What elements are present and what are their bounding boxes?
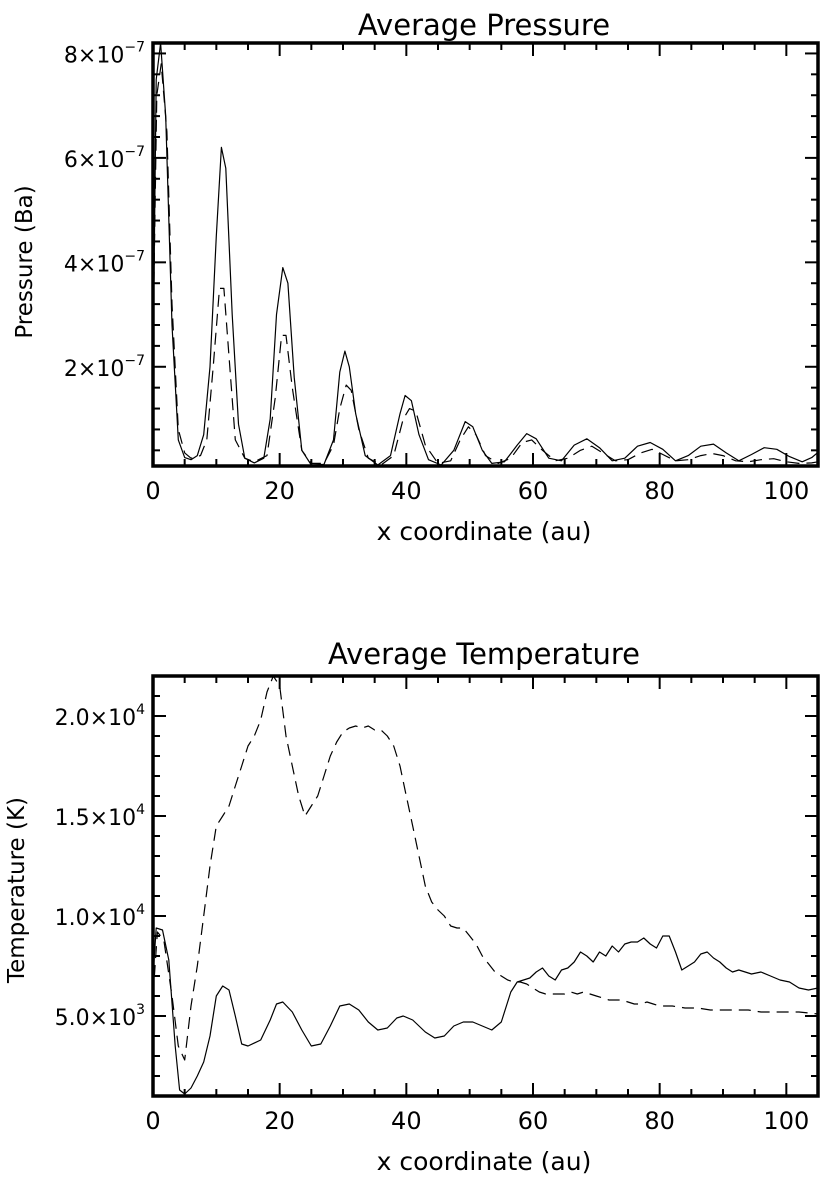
pressure-y-tick-label: 6×10−7 [64, 144, 145, 173]
temperature-y-tick-label: 1.0×104 [55, 902, 145, 931]
pressure-x-tick-label: 40 [391, 477, 422, 505]
temperature-chart-title: Average Temperature [328, 637, 640, 671]
pressure-x-tick-label: 20 [264, 477, 295, 505]
pressure-x-tick-label: 0 [145, 477, 160, 505]
pressure-series-dashed-line [153, 63, 818, 466]
temperature-y-tick-label: 1.5×104 [55, 802, 145, 831]
temperature-y-axis-label: Temperature (K) [4, 797, 30, 984]
temperature-plot-frame [151, 674, 820, 1098]
temperature-y-tick-label: 5.0×103 [55, 1002, 145, 1031]
temperature-x-tick-label: 40 [391, 1107, 422, 1135]
temperature-series-solid-line [153, 927, 818, 1095]
temperature-y-tick-label: 2.0×104 [55, 702, 145, 731]
pressure-y-tick-label: 8×10−7 [64, 39, 145, 68]
pressure-panel: Average Pressure x coordinate (au) Press… [12, 8, 820, 546]
temperature-x-tick-label: 20 [264, 1107, 295, 1135]
temperature-x-tick-label: 60 [518, 1107, 549, 1135]
temperature-series-dashed-line [153, 676, 818, 1061]
pressure-series-solid-line [153, 43, 818, 466]
pressure-x-axis-label: x coordinate (au) [377, 517, 592, 546]
temperature-x-axis-label: x coordinate (au) [377, 1147, 592, 1176]
pressure-x-tick-label: 80 [644, 477, 675, 505]
temperature-x-tick-label: 80 [644, 1107, 675, 1135]
temperature-panel: Average Temperature x coordinate (au) Te… [4, 637, 820, 1176]
pressure-chart-title: Average Pressure [358, 8, 610, 42]
pressure-y-tick-label: 4×10−7 [64, 248, 145, 277]
temperature-x-tick-label: 0 [145, 1107, 160, 1135]
pressure-x-tick-label: 100 [763, 477, 809, 505]
pressure-plot-frame [151, 41, 820, 468]
pressure-y-axis-label: Pressure (Ba) [12, 185, 38, 338]
pressure-x-tick-label: 60 [518, 477, 549, 505]
temperature-x-tick-label: 100 [763, 1107, 809, 1135]
pressure-y-tick-label: 2×10−7 [64, 353, 145, 382]
